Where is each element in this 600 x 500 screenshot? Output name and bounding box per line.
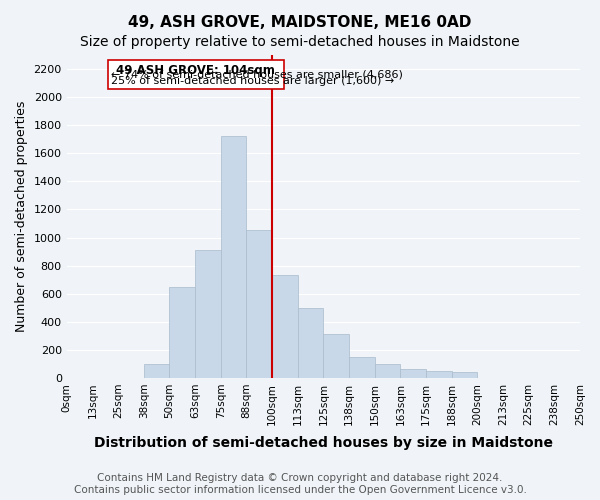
X-axis label: Distribution of semi-detached houses by size in Maidstone: Distribution of semi-detached houses by … [94, 436, 553, 450]
Bar [298, 308, 323, 378]
Bar [452, 372, 478, 378]
Bar [349, 357, 374, 378]
Text: 25% of semi-detached houses are larger (1,600) →: 25% of semi-detached houses are larger (… [111, 76, 394, 86]
Text: 49 ASH GROVE: 104sqm: 49 ASH GROVE: 104sqm [116, 64, 275, 77]
Bar [400, 370, 426, 378]
Bar [221, 136, 247, 378]
Bar [323, 334, 349, 378]
Text: Size of property relative to semi-detached houses in Maidstone: Size of property relative to semi-detach… [80, 35, 520, 49]
Text: ← 74% of semi-detached houses are smaller (4,686): ← 74% of semi-detached houses are smalle… [111, 70, 403, 80]
Bar [169, 286, 195, 378]
Y-axis label: Number of semi-detached properties: Number of semi-detached properties [15, 101, 28, 332]
Text: 49, ASH GROVE, MAIDSTONE, ME16 0AD: 49, ASH GROVE, MAIDSTONE, ME16 0AD [128, 15, 472, 30]
Bar [195, 250, 221, 378]
FancyBboxPatch shape [108, 60, 284, 90]
Bar [143, 364, 169, 378]
Bar [426, 371, 452, 378]
Bar [374, 364, 400, 378]
Bar [247, 230, 272, 378]
Bar [272, 276, 298, 378]
Text: Contains HM Land Registry data © Crown copyright and database right 2024.
Contai: Contains HM Land Registry data © Crown c… [74, 474, 526, 495]
